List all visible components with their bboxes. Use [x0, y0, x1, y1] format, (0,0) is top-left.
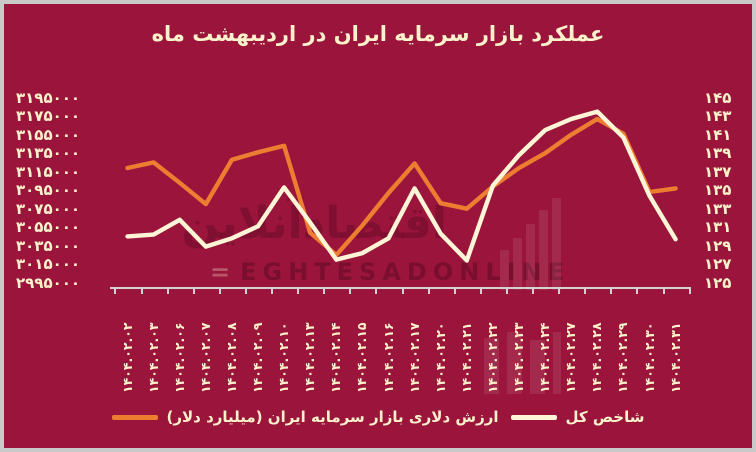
left-axis-label: ۳۰۱۵۰۰۰: [16, 255, 81, 274]
right-axis-label: ۱۴۳: [704, 107, 732, 126]
x-axis-label: ۱۴۰۴.۰۲.۲۰: [432, 322, 448, 393]
x-axis-label: ۱۴۰۴.۰۲.۲۳: [511, 322, 526, 393]
x-axis-label: ۱۴۰۴.۰۲.۲۴: [537, 322, 553, 393]
x-axis-tick: [558, 289, 561, 294]
watermark-bar: [513, 238, 522, 290]
x-axis-tick: [375, 289, 378, 294]
x-axis-label: ۱۴۰۴.۰۲.۱۰: [276, 322, 292, 393]
x-axis-tick: [584, 289, 587, 294]
right-axis-label: ۱۳۳: [704, 199, 732, 218]
x-axis-label: ۱۴۰۴.۰۲.۱۵: [354, 322, 370, 393]
right-axis-label: ۱۳۹: [704, 144, 732, 163]
x-axis-label: ۱۴۰۴.۰۲.۰۹: [250, 322, 265, 393]
x-axis-label: ۱۴۰۴.۰۲.۰۶: [171, 322, 187, 393]
legend: ارزش دلاری بازار سرمایه ایران (میلیارد د…: [2, 408, 754, 426]
x-axis-tick: [505, 289, 508, 294]
x-axis-label: ۱۴۰۴.۰۲.۰۷: [197, 322, 213, 393]
x-axis-tick: [140, 289, 143, 294]
x-axis-tick: [166, 289, 169, 294]
left-axis-label: ۳۱۵۵۰۰۰: [16, 125, 81, 144]
left-axis-label: ۳۰۵۵۰۰۰: [16, 218, 81, 237]
watermark-brand-text: EGHTESADONLINE: [240, 258, 571, 286]
x-axis-label: ۱۴۰۴.۰۲.۰۸: [223, 322, 239, 393]
x-axis-tick: [662, 289, 665, 294]
left-axis-label: ۳۰۷۵۰۰۰: [16, 199, 81, 218]
legend-label-total-index: شاخص کل: [565, 408, 645, 426]
right-axis-label: ۱۳۱: [704, 218, 732, 237]
x-axis-tick: [218, 289, 221, 294]
x-axis-label: ۱۴۰۴.۰۲.۰۳: [145, 322, 161, 393]
watermark-bar: [484, 338, 499, 394]
x-axis-label: ۱۴۰۴.۰۲.۰۲: [119, 322, 135, 393]
x-axis-tick: [271, 289, 273, 294]
left-axis-label: ۳۱۷۵۰۰۰: [16, 107, 81, 126]
right-axis-label: ۱۲۹: [704, 236, 732, 255]
left-axis-label: ۳۱۳۵۰۰۰: [16, 144, 81, 163]
x-axis-tick: [192, 289, 195, 294]
x-axis-tick: [297, 289, 300, 294]
page-title: عملکرد بازار سرمایه ایران در اردیبهشت ما…: [151, 22, 605, 46]
x-axis-label: ۱۴۰۴.۰۲.۱۳: [302, 322, 318, 393]
right-axis-label: ۱۲۵: [704, 273, 732, 292]
watermark-bar: [553, 332, 561, 394]
legend-item-dollar-value: ارزش دلاری بازار سرمایه ایران (میلیارد د…: [111, 408, 499, 426]
series-line-dollar-value: [125, 116, 678, 258]
x-axis-label: ۱۴۰۴.۰۲.۲۱: [458, 322, 474, 393]
legend-swatch-cream-line: [510, 414, 557, 420]
right-axis-label: ۱۴۵: [704, 88, 732, 107]
x-axis-tick: [688, 289, 691, 294]
x-axis-label: ۱۴۰۴.۰۲.۲۸: [589, 322, 605, 393]
legend-label-dollar-value: ارزش دلاری بازار سرمایه ایران (میلیارد د…: [166, 408, 499, 426]
watermark-bar: [500, 250, 509, 290]
legend-swatch-orange-line: [111, 414, 158, 420]
left-axis-label: ۳۱۱۵۰۰۰: [16, 162, 81, 181]
left-axis-label: ۳۰۹۵۰۰۰: [16, 181, 81, 200]
watermark-bar: [530, 340, 545, 394]
watermark-bar: [507, 332, 522, 394]
series-line-total-index: [125, 109, 678, 263]
x-axis-tick: [244, 289, 247, 294]
left-axis-label: ۲۹۹۵۰۰۰: [16, 273, 81, 292]
watermark-equals-icon: =: [210, 258, 237, 286]
x-axis-label: ۱۴۰۴.۰۲.۲۷: [563, 322, 579, 393]
x-axis-tick: [114, 289, 117, 294]
right-axis-label: ۱۳۷: [704, 162, 732, 181]
x-axis-label: ۱۴۰۴.۰۲.۳۱: [667, 322, 683, 393]
x-axis-label: ۱۴۰۴.۰۲.۱۶: [380, 322, 396, 393]
left-axis-label: ۳۰۳۵۰۰۰: [16, 236, 81, 255]
legend-item-total-index: شاخص کل: [510, 408, 645, 426]
x-axis-label: ۱۴۰۴.۰۲.۳۰: [641, 322, 657, 393]
right-axis-label: ۱۴۱: [704, 125, 732, 144]
x-axis-line: [110, 287, 691, 289]
watermark-bar: [526, 224, 535, 290]
right-axis-label: ۱۳۵: [704, 181, 732, 200]
x-axis-tick: [636, 289, 639, 294]
x-axis-tick: [453, 289, 456, 294]
x-axis-label: ۱۴۰۴.۰۲.۱۷: [406, 322, 422, 393]
watermark-bar: [552, 198, 561, 290]
x-axis-label: ۱۴۰۴.۰۲.۲۲: [484, 322, 500, 393]
x-axis-tick: [479, 289, 482, 294]
left-axis-label: ۳۱۹۵۰۰۰: [16, 88, 81, 107]
x-axis-tick: [401, 289, 404, 294]
x-axis-tick: [427, 289, 430, 294]
x-axis-tick: [323, 289, 326, 294]
x-axis-label: ۱۴۰۴.۰۲.۱۴: [328, 322, 344, 393]
right-axis-label: ۱۲۷: [704, 255, 732, 274]
x-axis-tick: [532, 289, 534, 294]
x-axis-tick: [349, 289, 352, 294]
watermark-logo-en: = EGHTESADONLINE: [210, 258, 570, 286]
x-axis-label: ۱۴۰۴.۰۲.۲۹: [615, 322, 631, 393]
watermark-bar: [539, 210, 548, 290]
x-axis-tick: [610, 289, 613, 294]
